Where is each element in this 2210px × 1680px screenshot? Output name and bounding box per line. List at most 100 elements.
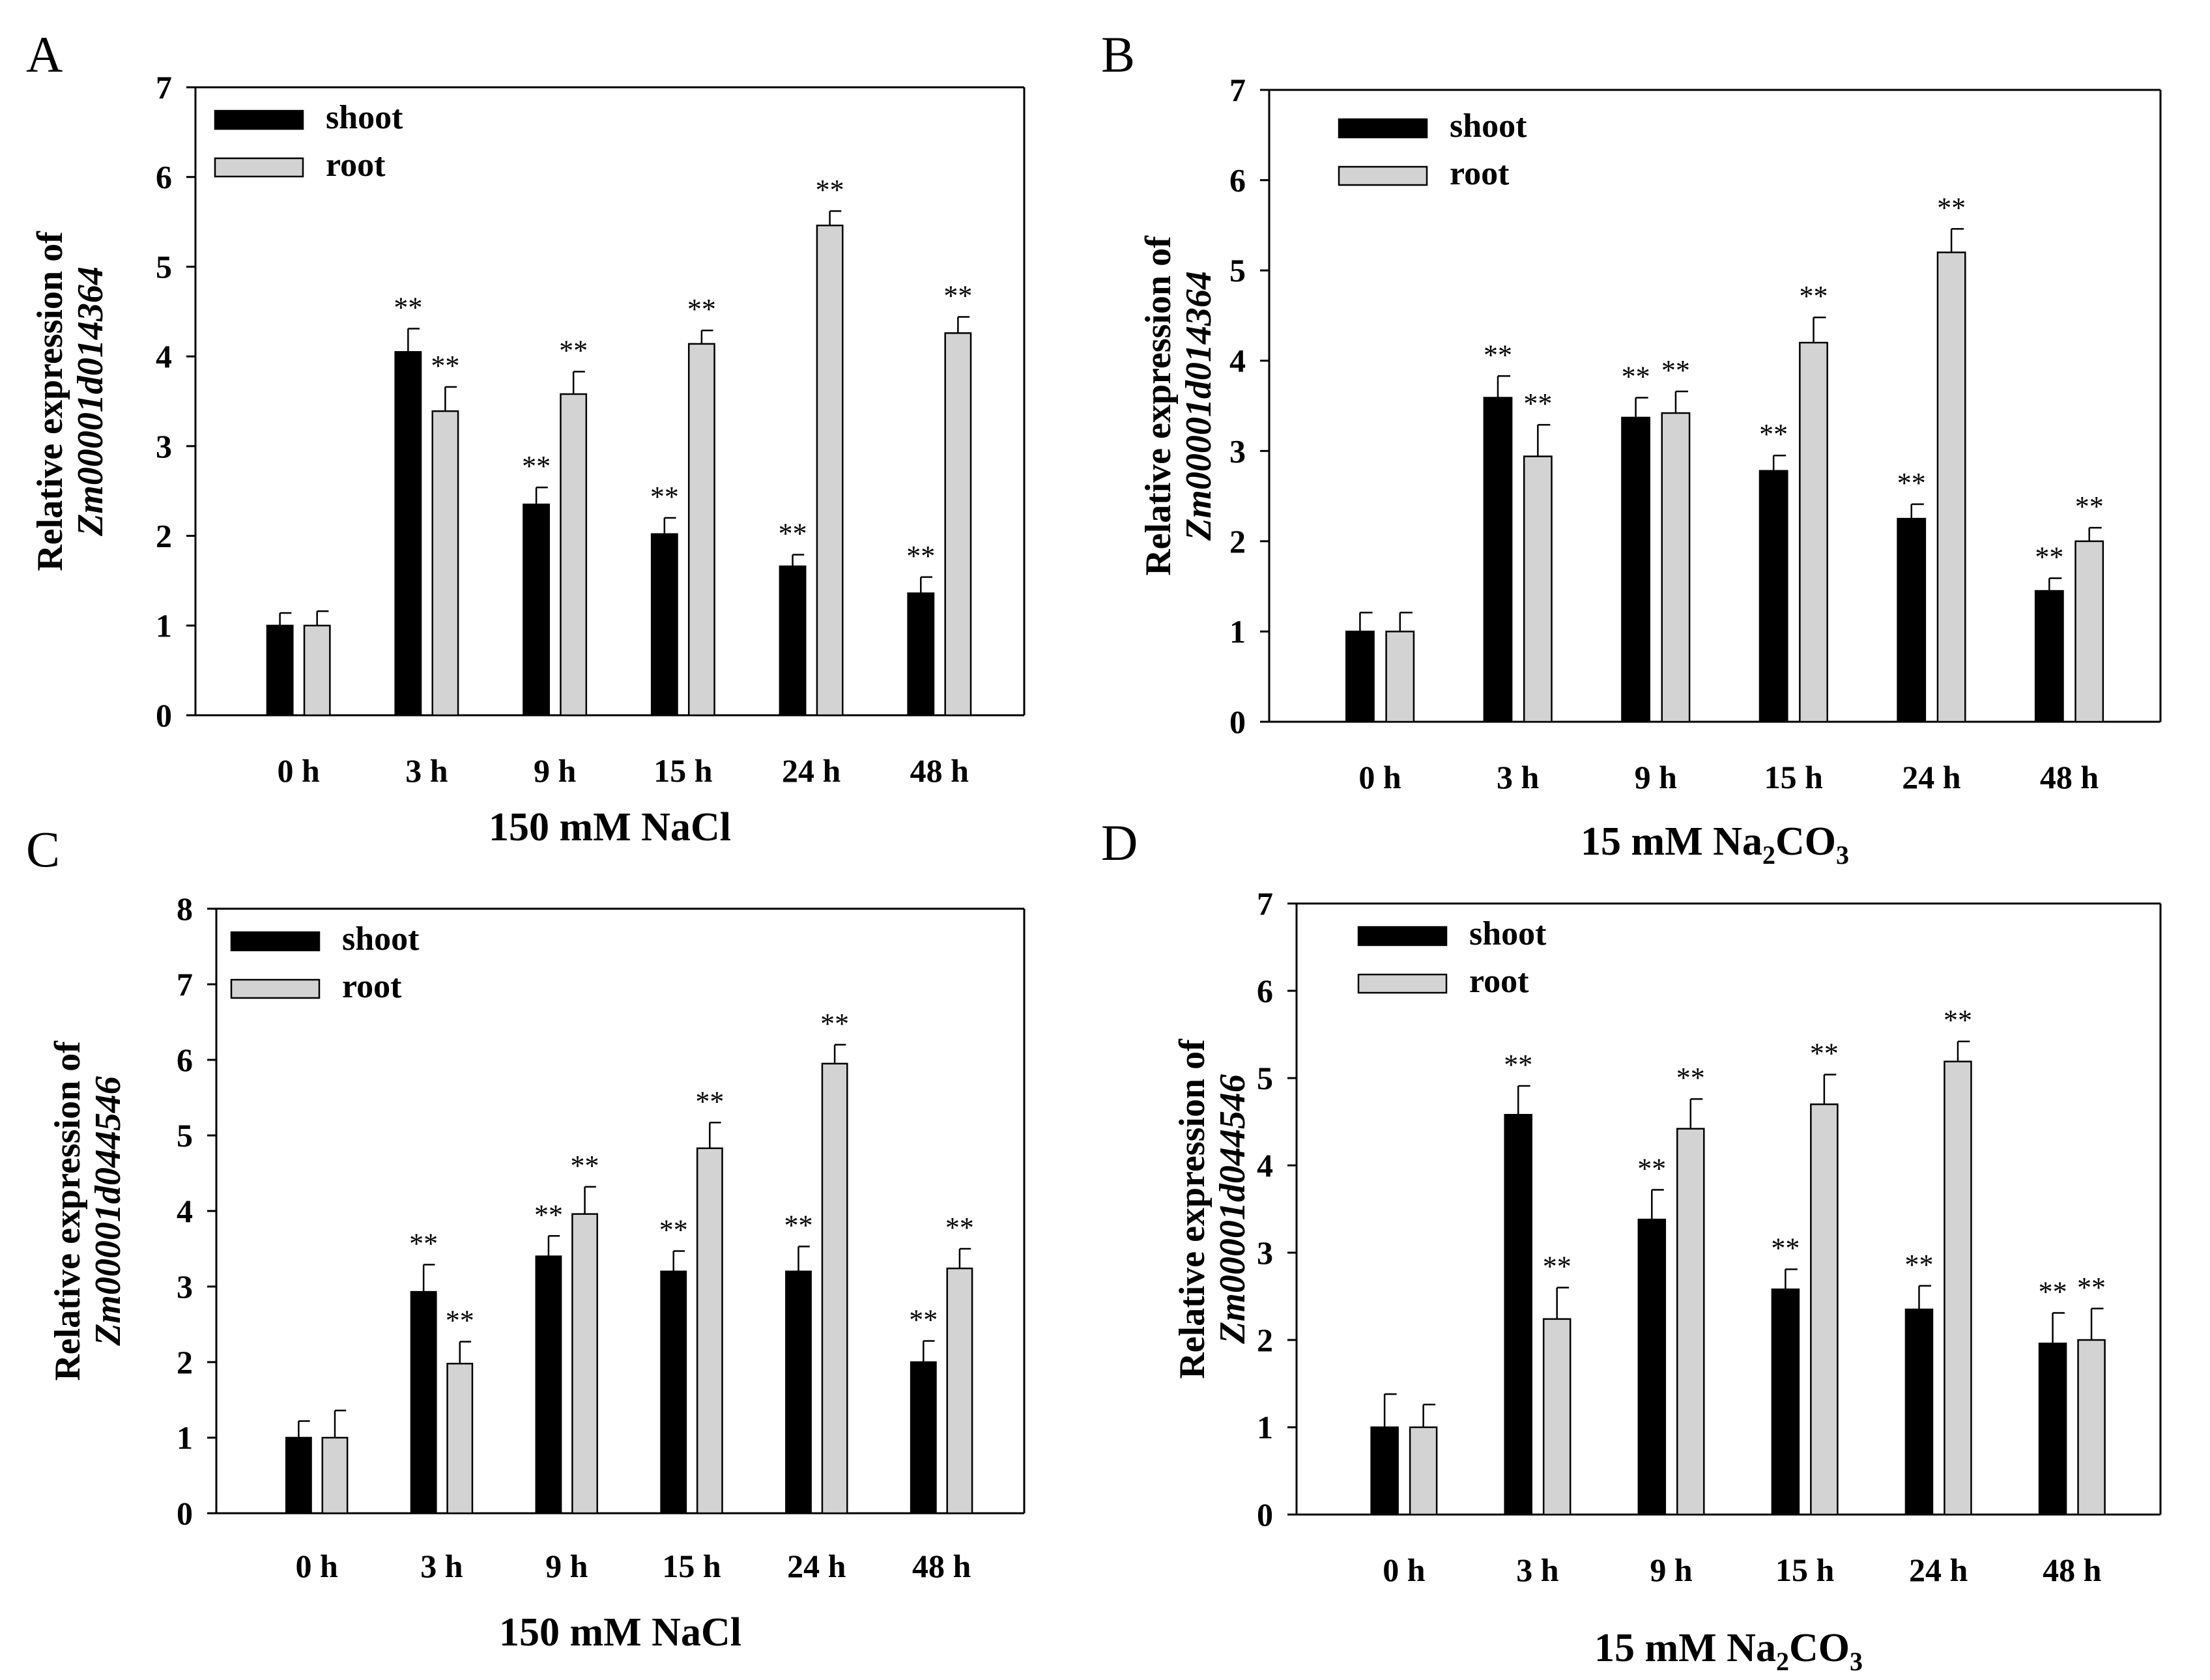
significance-mark: **	[1810, 1038, 1839, 1070]
bar-shoot	[1345, 631, 1375, 723]
bar-shoot	[1771, 1288, 1800, 1516]
y-tick-label: 7	[156, 69, 172, 106]
legend-swatch-shoot	[1338, 118, 1428, 139]
bar-shoot	[650, 533, 678, 717]
significance-mark: **	[659, 1214, 688, 1246]
bar-shoot	[779, 565, 807, 717]
y-tick-label: 3	[177, 1268, 193, 1305]
y-tick-label: 7	[177, 966, 193, 1003]
y-tick-label: 1	[1257, 1409, 1273, 1445]
y-axis-label-gene: Zm00001d014364	[70, 266, 111, 537]
x-axis-label-main: 150 mM NaCl	[489, 805, 731, 849]
y-tick-label: 2	[1257, 1322, 1273, 1358]
legend-swatch-shoot	[1357, 926, 1448, 947]
x-tick-label: 48 h	[2040, 759, 2099, 795]
panel-letter: D	[1101, 814, 1138, 871]
significance-mark: **	[906, 540, 935, 572]
legend-label-shoot: shoot	[1450, 107, 1527, 145]
chart-panel-c: C 0 1 2 3 4 5 6 7 8 Relative expression ofZm00001d…	[26, 821, 1026, 1655]
bar-root	[1676, 1128, 1705, 1516]
x-tick-label: 24 h	[1902, 759, 1961, 795]
significance-mark: **	[559, 335, 588, 367]
x-tick-label: 3 h	[420, 1548, 463, 1584]
panel-letter: B	[1101, 26, 1135, 83]
bar-root	[303, 625, 331, 717]
y-tick-label: 8	[177, 890, 193, 927]
y-tick-label: 4	[1257, 1147, 1273, 1184]
x-tick-label: 0 h	[1383, 1552, 1426, 1588]
y-tick-label: 4	[177, 1193, 193, 1229]
y-tick-label: 0	[177, 1495, 193, 1531]
x-tick-label: 9 h	[545, 1548, 588, 1584]
x-axis-label-sub: 2	[1762, 840, 1775, 870]
significance-mark: **	[650, 481, 679, 513]
legend-label-shoot: shoot	[1469, 915, 1547, 952]
significance-mark: **	[687, 293, 716, 325]
y-tick-label: 5	[156, 248, 172, 285]
bar-root	[2074, 540, 2104, 723]
significance-mark: **	[431, 350, 459, 382]
legend-swatch-root	[1338, 165, 1428, 186]
legend-swatch-shoot	[214, 109, 304, 130]
significance-mark: **	[1904, 1249, 1933, 1281]
x-tick-label: 48 h	[2043, 1552, 2102, 1588]
significance-mark: **	[394, 291, 422, 323]
bar-root	[446, 1363, 474, 1515]
x-tick-label: 15 h	[1775, 1552, 1835, 1588]
bar-root	[696, 1147, 723, 1515]
legend-swatch-shoot	[230, 931, 321, 952]
x-tick-label: 3 h	[1497, 759, 1540, 795]
y-axis-label-gene: Zm00001d044546	[1213, 1074, 1253, 1345]
y-tick-label: 0	[1257, 1496, 1273, 1533]
bar-shoot	[266, 625, 294, 717]
significance-mark: **	[909, 1304, 938, 1336]
y-axis-label-line1: Relative expression of	[1138, 235, 1179, 576]
x-tick-label: 48 h	[912, 1548, 971, 1584]
y-tick-label: 4	[156, 338, 172, 375]
bar-shoot	[285, 1436, 312, 1515]
bar-shoot	[1897, 517, 1927, 723]
y-tick-label: 7	[1229, 72, 1246, 108]
significance-mark: **	[943, 280, 972, 312]
x-tick-label: 0 h	[296, 1548, 339, 1584]
significance-mark: **	[2075, 491, 2104, 522]
y-axis-label-line1: Relative expression of	[1172, 1038, 1213, 1379]
significance-mark: **	[2035, 541, 2063, 573]
bar-shoot	[1483, 397, 1513, 723]
significance-mark: **	[1637, 1153, 1666, 1185]
panel-letter: C	[26, 821, 60, 877]
y-tick-label: 3	[156, 428, 172, 464]
x-tick-label: 0 h	[1358, 759, 1401, 795]
bar-shoot	[523, 504, 551, 717]
bar-root	[821, 1062, 848, 1515]
y-tick-label: 5	[1229, 252, 1246, 289]
significance-mark: **	[1800, 280, 1828, 312]
bar-root	[431, 410, 459, 717]
x-tick-label: 24 h	[782, 752, 841, 789]
panel-letter: A	[26, 26, 63, 83]
bar-root	[1542, 1318, 1571, 1516]
bar-shoot	[785, 1270, 812, 1515]
y-tick-label: 6	[1229, 162, 1246, 199]
bar-root	[944, 332, 972, 717]
x-tick-label: 0 h	[277, 752, 320, 789]
significance-mark: **	[1897, 467, 1926, 499]
significance-mark: **	[409, 1227, 438, 1259]
bar-shoot	[1637, 1218, 1667, 1516]
legend-label-shoot: shoot	[342, 920, 420, 958]
y-tick-label: 0	[1229, 704, 1246, 740]
legend-label-root: root	[342, 968, 402, 1005]
y-axis-label: Relative expression ofZm00001d014364	[1138, 235, 1219, 576]
bar-shoot	[1621, 416, 1650, 723]
significance-mark: **	[695, 1085, 724, 1117]
significance-mark: **	[2039, 1275, 2067, 1307]
x-axis-label: 150 mM NaCl	[499, 1610, 741, 1655]
bar-shoot	[1758, 470, 1788, 723]
bar-root	[1385, 631, 1415, 723]
x-tick-label: 15 h	[653, 752, 713, 789]
y-tick-label: 3	[1257, 1234, 1273, 1271]
legend-label-shoot: shoot	[326, 99, 403, 136]
x-tick-label: 48 h	[910, 752, 969, 789]
y-tick-label: 2	[156, 518, 172, 554]
significance-mark: **	[784, 1210, 813, 1242]
